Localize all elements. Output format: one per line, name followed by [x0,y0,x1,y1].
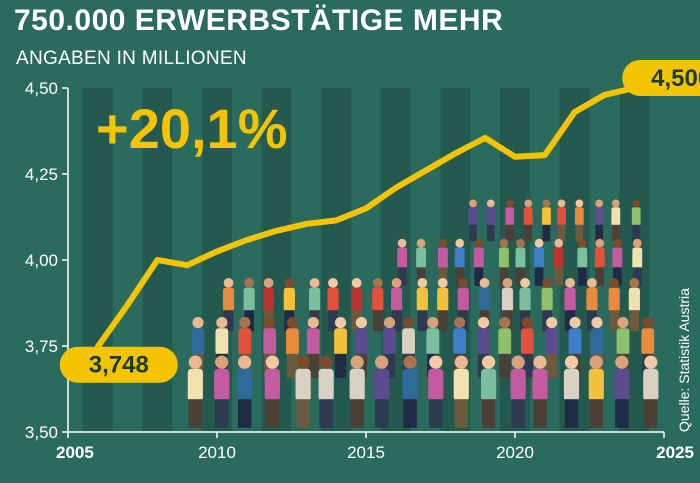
data-point [395,187,397,189]
data-point [127,304,129,306]
person-figure [545,317,559,378]
y-tick-label: 3,75 [25,337,58,356]
value-label-text: 4,500 [651,65,700,92]
value-label-pill [622,60,700,96]
person-figure [222,278,235,332]
person-figure [402,355,418,428]
person-figure [563,355,580,428]
person-figure [523,199,533,242]
data-point [335,219,337,221]
value-label: 4,500 [622,60,700,96]
data-point [514,156,516,158]
data-point [305,223,307,225]
person-figure [327,278,339,332]
person-figure [534,238,545,286]
data-point [544,154,546,156]
person-figure [577,238,588,286]
x-tick-label: 2015 [347,443,385,462]
person-figure [532,355,548,428]
person-figure [486,199,496,242]
source-note: Quelle: Statistik Austria [676,288,692,432]
person-figure [588,355,604,428]
person-figure [390,278,403,332]
person-figure [498,238,509,286]
person-figure [374,355,390,428]
data-point [246,239,248,241]
person-figure [612,238,623,286]
data-point [574,111,576,113]
person-figure [397,238,408,286]
person-figure [557,199,566,242]
person-figure [187,355,203,428]
person-figure [553,238,564,286]
chart-title: 750.000 ERWERBSTÄTIGE MEHR [14,4,504,37]
person-figure [643,355,659,428]
x-tick-label: 2010 [198,443,236,462]
person-figure [372,278,384,332]
person-figure [416,278,428,332]
person-figure [334,317,347,378]
change-percent: +20,1% [96,97,288,160]
y-tick-label: 3,50 [25,423,58,442]
data-point [365,207,367,209]
person-figure [498,317,512,378]
person-figure [505,199,515,242]
data-point [216,250,218,252]
person-figure [614,355,630,428]
person-figure [453,355,469,428]
person-figure [454,238,465,286]
person-figure [237,355,253,428]
person-figure [520,317,534,378]
person-figure [349,355,365,428]
person-figure [574,199,584,242]
data-point [425,170,427,172]
person-figure [480,355,497,428]
data-point [186,264,188,266]
person-figure [264,355,280,428]
person-figure [631,199,641,242]
chart-subtitle: ANGABEN IN MILLIONEN [16,48,247,69]
value-label-text: 3,748 [89,352,149,379]
x-tick-label: 2005 [56,443,94,462]
value-label-pill [59,346,178,383]
person-figure [542,199,551,242]
data-point [156,259,158,261]
y-tick-label: 4,25 [25,165,58,184]
person-figure [473,238,484,286]
data-point [603,94,605,96]
x-tick-label: 2020 [496,443,534,462]
person-figure [611,199,621,242]
data-point [276,230,278,232]
person-figure [608,278,620,332]
person-figure [286,317,299,378]
person-figure [306,317,320,378]
person-figure [594,238,605,286]
crowd-illustration [187,199,659,428]
person-figure [383,317,396,378]
person-figure [426,317,440,378]
x-tick-label: 2025 [656,443,694,462]
person-figure [437,238,448,286]
y-tick-label: 4,00 [25,251,58,270]
person-figure [628,278,640,332]
data-point [484,137,486,139]
person-figure [428,355,444,428]
person-figure [510,355,526,428]
person-figure [416,238,427,286]
y-tick-label: 4,50 [25,79,58,98]
person-figure [318,355,334,428]
person-figure [468,199,478,242]
data-point [454,152,456,154]
value-label: 3,748 [59,346,178,383]
person-figure [295,355,311,428]
person-figure [437,278,449,332]
person-figure [214,355,230,428]
person-figure [632,238,643,286]
person-figure [594,199,604,242]
person-figure [515,238,526,286]
